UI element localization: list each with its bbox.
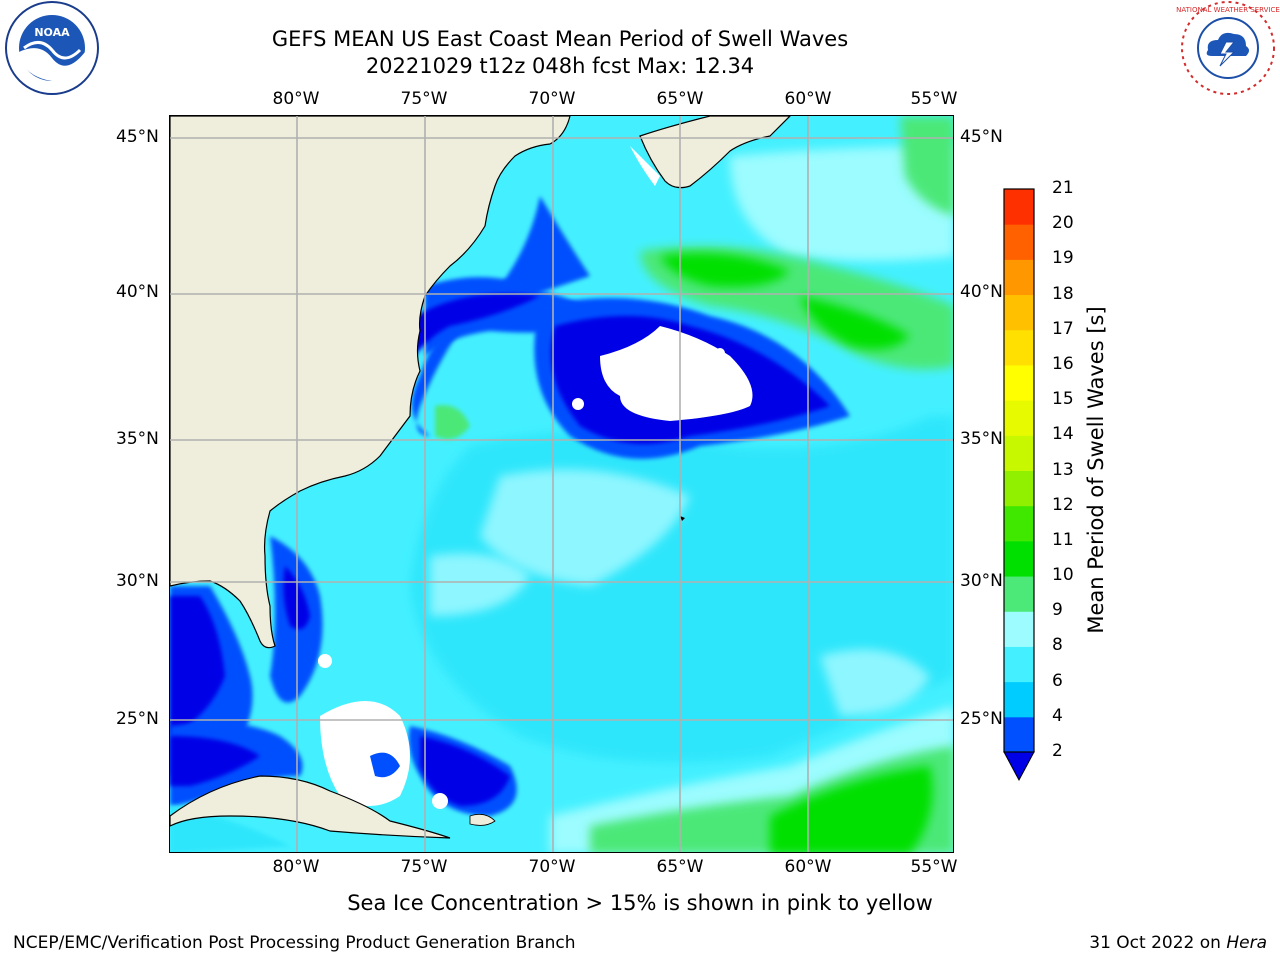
chart-title: GEFS MEAN US East Coast Mean Period of S… [271,27,849,51]
lat-label-right-40n: 40°N [960,282,1003,302]
colorbar-tick-label: 4 [1052,705,1063,726]
colorbar-tick-label: 11 [1052,529,1074,550]
colorbar-outline [1003,188,1035,753]
lat-label-right-45n: 45°N [960,127,1003,147]
lat-label-left-30n: 30°N [116,571,159,591]
lat-label-right-25n: 25°N [960,709,1003,729]
colorbar-swatch [1004,540,1034,577]
colorbar-tick-label: 14 [1052,424,1074,445]
lon-label-top-60w: 60°W [784,89,832,109]
colorbar-swatch [1004,716,1034,753]
lat-label-left-35n: 35°N [116,429,159,449]
lon-label-bottom-60w: 60°W [784,857,832,877]
footer-date-text: 31 Oct 2022 on [1089,933,1227,953]
lat-label-right-35n: 35°N [960,429,1003,449]
colorbar-swatch [1004,189,1034,225]
colorbar-swatch [1004,611,1034,647]
colorbar-tick-label: 21 [1052,178,1074,198]
lon-label-bottom-80w: 80°W [272,857,320,877]
map-svg [170,116,953,852]
colorbar-tick-label: 12 [1052,494,1074,515]
colorbar [1003,188,1035,782]
colorbar-tick-label: 20 [1052,213,1074,234]
lon-label-top-80w: 80°W [272,89,320,109]
colorbar-swatch [1004,681,1034,718]
colorbar-swatch [1004,294,1034,331]
land [170,116,791,839]
colorbar-tick-label: 15 [1052,389,1074,410]
lon-label-bottom-70w: 70°W [528,857,576,877]
colorbar-under-arrow [1003,751,1035,782]
colorbar-tick-label: 16 [1052,353,1074,374]
lon-label-top-75w: 75°W [400,89,448,109]
graticule [170,116,953,852]
colorbar-tick-label: 17 [1052,318,1074,339]
colorbar-tick-label: 2 [1052,741,1063,761]
colorbar-tick-label: 18 [1052,283,1074,304]
lat-label-left-40n: 40°N [116,282,159,302]
footer-credit: NCEP/EMC/Verification Post Processing Pr… [13,933,576,953]
lon-label-top-70w: 70°W [528,89,576,109]
sea-ice-caption: Sea Ice Concentration > 15% is shown in … [347,891,933,915]
colorbar-swatch [1004,470,1034,507]
map-panel [169,115,954,853]
colorbar-swatch [1004,505,1034,542]
colorbar-swatch [1004,224,1034,260]
colorbar-tick-label: 9 [1052,600,1063,621]
noaa-logo-text: NOAA [34,26,70,39]
lat-label-left-45n: 45°N [116,127,159,147]
lon-label-bottom-65w: 65°W [656,857,704,877]
colorbar-swatch [1004,400,1034,436]
colorbar-tick-label: 8 [1052,635,1063,656]
lat-label-left-25n: 25°N [116,709,159,729]
colorbar-tick-label: 19 [1052,248,1074,269]
colorbar-label: Mean Period of Swell Waves [s] [1084,306,1108,634]
colorbar-swatch [1004,259,1034,296]
lon-label-bottom-75w: 75°W [400,857,448,877]
colorbar-swatch [1004,364,1034,401]
footer-date: 31 Oct 2022 on Hera [1089,933,1267,953]
lon-label-top-65w: 65°W [656,89,704,109]
nws-logo: NATIONAL WEATHER SERVICE [1176,1,1280,95]
lon-label-bottom-55w: 55°W [910,857,958,877]
colorbar-swatch [1004,646,1034,683]
colorbar-swatch [1004,576,1034,612]
colorbar-tick-label: 13 [1052,459,1074,480]
nws-logo-text: NATIONAL WEATHER SERVICE [1176,6,1280,14]
lon-label-top-55w: 55°W [910,89,958,109]
colorbar-tick-label: 10 [1052,565,1074,586]
colorbar-swatch [1004,329,1034,366]
footer-host: Hera [1226,933,1267,953]
colorbar-tick-label: 6 [1052,670,1063,691]
lat-label-right-30n: 30°N [960,571,1003,591]
colorbar-swatch [1004,435,1034,471]
chart-subtitle: 20221029 t12z 048h fcst Max: 12.34 [365,54,755,78]
noaa-logo: NOAA [5,1,99,95]
